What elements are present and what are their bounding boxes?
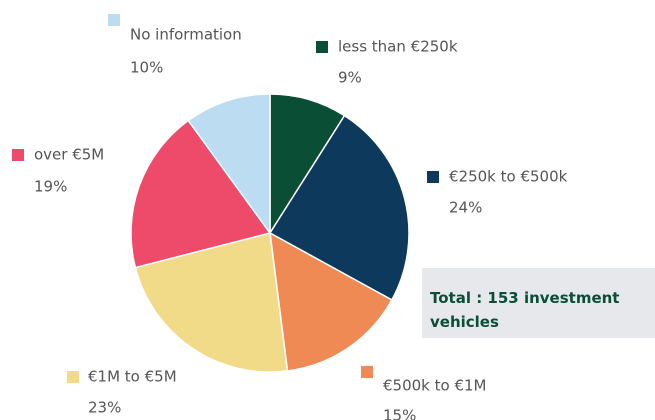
slice-label: €1M to €5M bbox=[88, 368, 177, 386]
legend-marker bbox=[427, 171, 439, 183]
pie-slice bbox=[269, 231, 393, 372]
slice-label: €250k to €500k bbox=[449, 168, 568, 186]
legend-marker bbox=[12, 149, 24, 161]
legend-marker bbox=[361, 366, 373, 378]
legend-marker bbox=[108, 14, 120, 26]
pie-slice bbox=[130, 119, 272, 269]
slice-value-label: 23% bbox=[88, 399, 121, 417]
slice-value-label: 24% bbox=[449, 199, 482, 217]
slice-label: €500k to €1M bbox=[383, 377, 486, 395]
slice-value-label: 19% bbox=[34, 178, 67, 196]
slice-value-label: 9% bbox=[338, 69, 362, 87]
pie-slice bbox=[268, 114, 410, 301]
slice-value-label: 15% bbox=[383, 407, 416, 420]
pie-slice bbox=[187, 93, 271, 236]
legend-marker bbox=[316, 41, 328, 53]
pie-slice bbox=[134, 232, 289, 373]
slice-value-label: 10% bbox=[130, 59, 163, 77]
slice-label: No information bbox=[130, 26, 242, 44]
legend-marker bbox=[67, 371, 79, 383]
total-annotation: Total : 153 investment vehicles bbox=[422, 268, 655, 338]
slice-label: over €5M bbox=[34, 146, 104, 164]
pie-slice bbox=[269, 93, 346, 236]
slice-label: less than €250k bbox=[338, 38, 458, 56]
